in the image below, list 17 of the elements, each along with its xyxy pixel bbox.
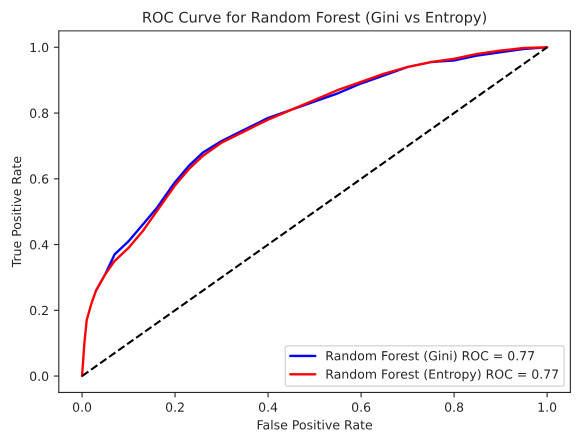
y-axis-title: True Positive Rate [12, 156, 22, 268]
y-tick-label: 0.8 [30, 108, 48, 118]
y-tick-label: 0.4 [30, 240, 48, 250]
legend-label: Random Forest (Entropy) ROC = 0.77 [326, 369, 558, 382]
x-tick-label: 0.4 [258, 402, 278, 412]
y-tick-label: 0.2 [30, 306, 48, 316]
x-tick-label: 0.8 [444, 402, 464, 412]
legend-label: Random Forest (Gini) ROC = 0.77 [326, 350, 534, 362]
y-tick-label: 0.0 [30, 372, 48, 381]
x-tick-label: 0.0 [72, 402, 92, 412]
y-tick-label: 0.6 [30, 174, 48, 184]
x-tick-label: 0.2 [166, 402, 184, 412]
chart-title: ROC Curve for Random Forest (Gini vs Entropy) [143, 11, 486, 26]
x-tick-label: 0.6 [352, 402, 370, 412]
x-axis-title: False Positive Rate [258, 420, 372, 430]
y-tick-label: 1.0 [30, 42, 48, 52]
x-tick-label: 1.0 [538, 402, 556, 412]
